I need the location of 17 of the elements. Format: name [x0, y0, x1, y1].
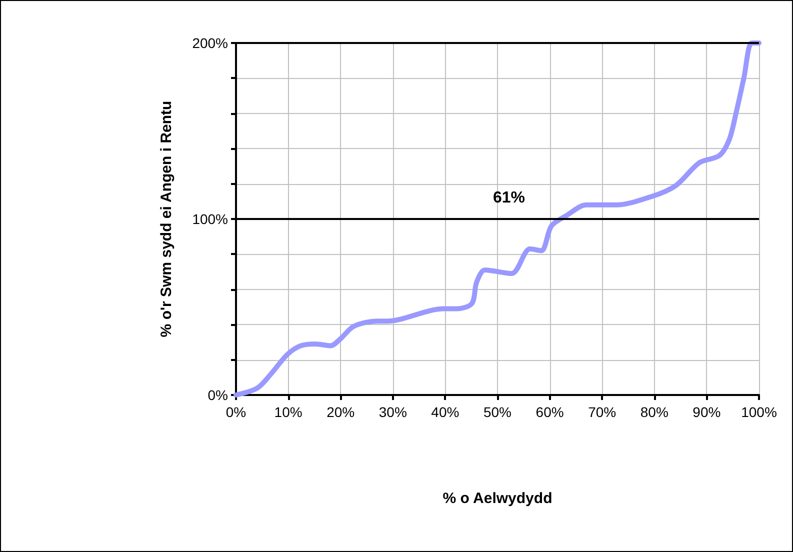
x-tick-label: 40% — [431, 404, 460, 420]
y-axis-title: % o'r Swm sydd ei Angen i Rentu — [158, 100, 175, 338]
x-tick-label: 80% — [640, 404, 668, 420]
x-tick-label: 10% — [274, 404, 302, 420]
x-tick-label: 70% — [588, 404, 616, 420]
x-tick-label: 0% — [226, 404, 246, 420]
x-tick-label: 60% — [536, 404, 564, 420]
x-tick-label: 30% — [378, 404, 407, 420]
x-axis-title: % o Aelwydydd — [442, 490, 552, 507]
x-tick-label: 20% — [326, 404, 355, 420]
y-tick-label: 200% — [192, 35, 228, 51]
annotation: 61% — [492, 190, 526, 206]
y-tick-label: 0% — [208, 387, 228, 403]
y-tick-label: 100% — [192, 211, 228, 227]
x-tick-label: 50% — [483, 404, 512, 420]
x-tick-label: 90% — [692, 404, 721, 420]
x-tick-label: 100% — [741, 404, 777, 420]
